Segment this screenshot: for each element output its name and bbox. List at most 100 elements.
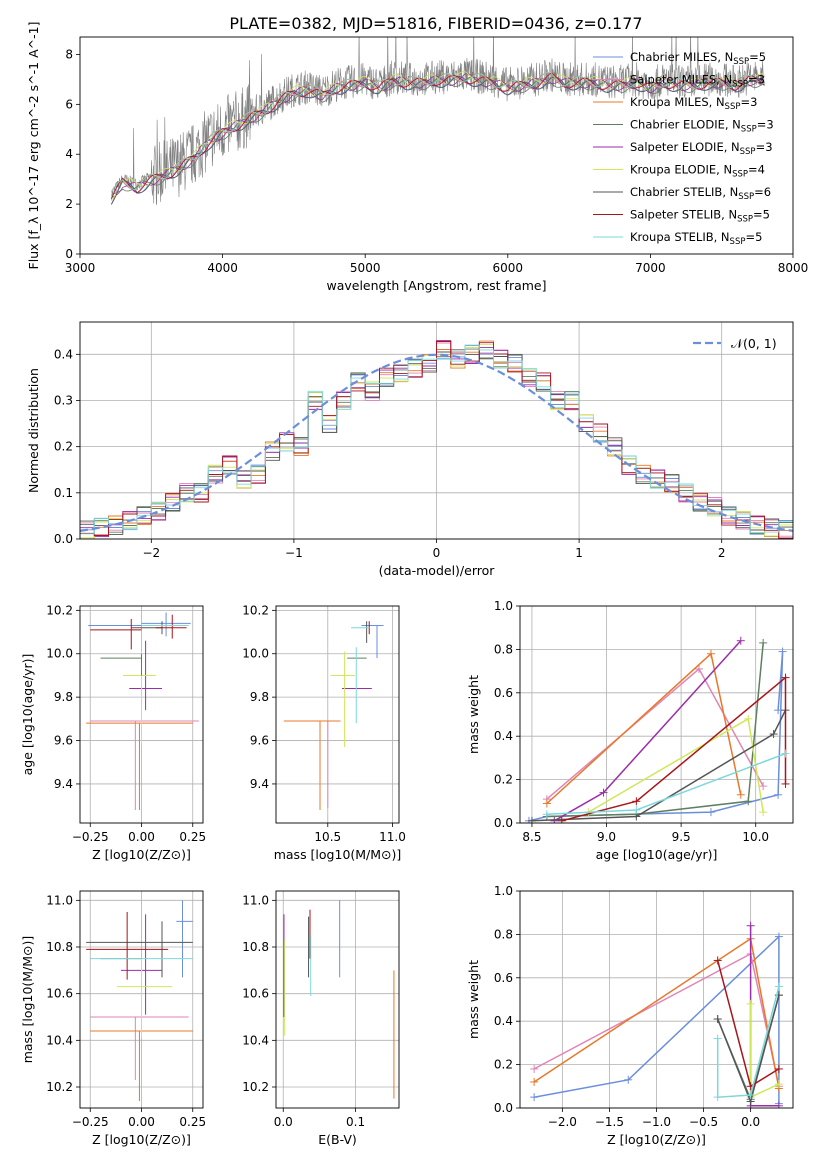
x-tick-label: 5000 [350, 261, 381, 275]
legend-label: Salpeter MILES, NSSP=3 [630, 73, 765, 90]
y-tick-label: 9.8 [54, 690, 73, 704]
legend-label: Chabrier STELIB, NSSP=6 [630, 185, 771, 202]
x-tick-label: 2 [718, 546, 726, 560]
y-tick-label: 10.8 [242, 940, 269, 954]
chart-mass-vs-ebv: 0.0 0.1 10.2 10.4 10.6 10.8 11.0 E(B-V) [242, 890, 400, 1147]
y-tick-label: 0.0 [494, 1101, 513, 1115]
y-tick-label: 0.4 [494, 729, 513, 743]
x-tick-label: 9.0 [597, 830, 616, 844]
x-tick-label: 11.0 [379, 830, 406, 844]
x-axis-label: Z [log10(Z/Z⊙)] [92, 1132, 191, 1147]
chart-mass-vs-z: −0.25 0.00 0.25 10.2 10.4 10.6 10.8 11.0 Z [log1… [20, 890, 206, 1147]
y-tick-label: 11.0 [46, 893, 73, 907]
model-spectrum-line [111, 71, 765, 193]
series-line [717, 995, 780, 1102]
x-tick-label: 0.25 [179, 1115, 206, 1129]
plot-area [111, 37, 765, 206]
axes-frame [79, 36, 794, 255]
y-tick-label: 4 [65, 147, 73, 161]
legend-label: 𝒩(0, 1) [731, 336, 777, 351]
x-axis-label: Z [log10(Z/Z⊙)] [92, 847, 191, 862]
x-axis-label: Z [log10(Z/Z⊙)] [607, 1132, 706, 1147]
y-tick-label: 0.4 [494, 1014, 513, 1028]
x-tick-label: −1.0 [642, 1115, 671, 1129]
y-tick-label: 11.0 [242, 893, 269, 907]
model-spectrum-line [111, 72, 765, 200]
model-spectrum-line [111, 75, 765, 205]
x-tick-label: 0.00 [128, 1115, 155, 1129]
y-axis-label: Flux [f_λ 10^-17 erg cm^-2 s^-1 A^-1] [26, 22, 41, 270]
model-spectrum-line [111, 73, 765, 198]
x-tick-label: 3000 [65, 261, 96, 275]
plot-area [80, 340, 793, 539]
x-tick-label: 4000 [207, 261, 238, 275]
y-tick-label: 0.1 [54, 486, 73, 500]
x-tick-label: −1 [285, 546, 303, 560]
y-axis-label: mass weight [466, 960, 481, 1039]
x-tick-label: 0.0 [741, 1115, 760, 1129]
series-line [546, 642, 764, 818]
axes-frame [79, 605, 204, 824]
normal-curve [80, 353, 793, 532]
x-tick-label: 7000 [635, 261, 666, 275]
y-tick-label: 10.2 [46, 1080, 73, 1094]
series-line [553, 640, 742, 822]
x-tick-label: 0.25 [179, 830, 206, 844]
histogram-series [80, 349, 793, 535]
chart-age-vs-z: −0.25 0.00 0.25 9.4 9.6 9.8 10.0 10.2 Z [log10(Z… [20, 603, 206, 862]
y-tick-label: 0.8 [494, 927, 513, 941]
x-tick-label: 0.1 [346, 1115, 365, 1129]
y-tick-label: 10.8 [46, 940, 73, 954]
chart-massweight-vs-z: −2.0 −1.5 −1.0 −0.5 0.0 0.0 0.2 0.4 0.6 0.8 1.0 Z [… [466, 884, 794, 1147]
series-line [717, 995, 780, 1104]
y-tick-label: 9.4 [54, 777, 73, 791]
y-tick-label: 2 [65, 197, 73, 211]
legend-label: Chabrier ELODIE, NSSP=3 [630, 118, 774, 135]
y-tick-label: 10.0 [242, 647, 269, 661]
x-axis-label: E(B-V) [318, 1132, 357, 1147]
series-line [533, 934, 780, 1104]
y-tick-label: 10.2 [242, 603, 269, 617]
y-axis-label: mass [log10(M/M⊙)] [20, 936, 35, 1064]
y-tick-label: 0.3 [54, 393, 73, 407]
x-axis-label: mass [log10(M/M⊙)] [274, 847, 402, 862]
x-tick-label: 10.5 [314, 830, 341, 844]
model-spectrum-line [111, 71, 765, 201]
series-line [716, 986, 780, 1099]
x-tick-label: −2 [142, 546, 160, 560]
y-tick-label: 0.2 [54, 440, 73, 454]
y-tick-label: 9.8 [250, 690, 269, 704]
y-tick-label: 10.2 [242, 1080, 269, 1094]
y-tick-label: 0.2 [494, 773, 513, 787]
x-tick-label: 10.0 [742, 830, 769, 844]
y-tick-label: 0.4 [54, 347, 73, 361]
y-tick-label: 1.0 [494, 599, 513, 613]
x-tick-label: 0.00 [128, 830, 155, 844]
y-tick-label: 10.6 [242, 987, 269, 1001]
legend-label: Chabrier MILES, NSSP=5 [630, 50, 766, 67]
y-tick-label: 0.2 [494, 1058, 513, 1072]
x-tick-label: −2.0 [548, 1115, 577, 1129]
legend-label: Kroupa ELODIE, NSSP=4 [630, 163, 765, 180]
series-line [531, 709, 787, 822]
y-tick-label: 0.0 [494, 816, 513, 830]
y-tick-label: 0.0 [54, 532, 73, 546]
y-tick-label: 9.4 [250, 777, 269, 791]
chart-spectrum: 3000 4000 5000 6000 7000 8000 0 2 4 6 8 wavelength … [26, 22, 808, 293]
chart-residual-hist: −2 −1 0 1 2 0.0 0.1 0.2 0.3 0.4 (data-model)/error… [26, 321, 794, 578]
plot-area [283, 621, 384, 810]
y-axis-label: age [log10(age/yr)] [20, 654, 35, 776]
x-tick-label: 6000 [493, 261, 524, 275]
plot-area [86, 612, 199, 810]
chart-age-vs-mass: 10.5 11.0 9.4 9.6 9.8 10.0 10.2 mass [log10(M/M… [242, 603, 406, 862]
y-tick-label: 8 [65, 47, 73, 61]
y-tick-label: 10.4 [46, 1033, 73, 1047]
figure-title: PLATE=0382, MJD=51816, FIBERID=0436, z=0… [229, 14, 642, 33]
plot-area [86, 900, 193, 1101]
x-axis-label: age [log10(age/yr)] [596, 847, 718, 862]
x-tick-label: −0.5 [689, 1115, 718, 1129]
y-tick-label: 6 [65, 97, 73, 111]
x-tick-label: 9.5 [672, 830, 691, 844]
histogram-series [80, 344, 793, 535]
